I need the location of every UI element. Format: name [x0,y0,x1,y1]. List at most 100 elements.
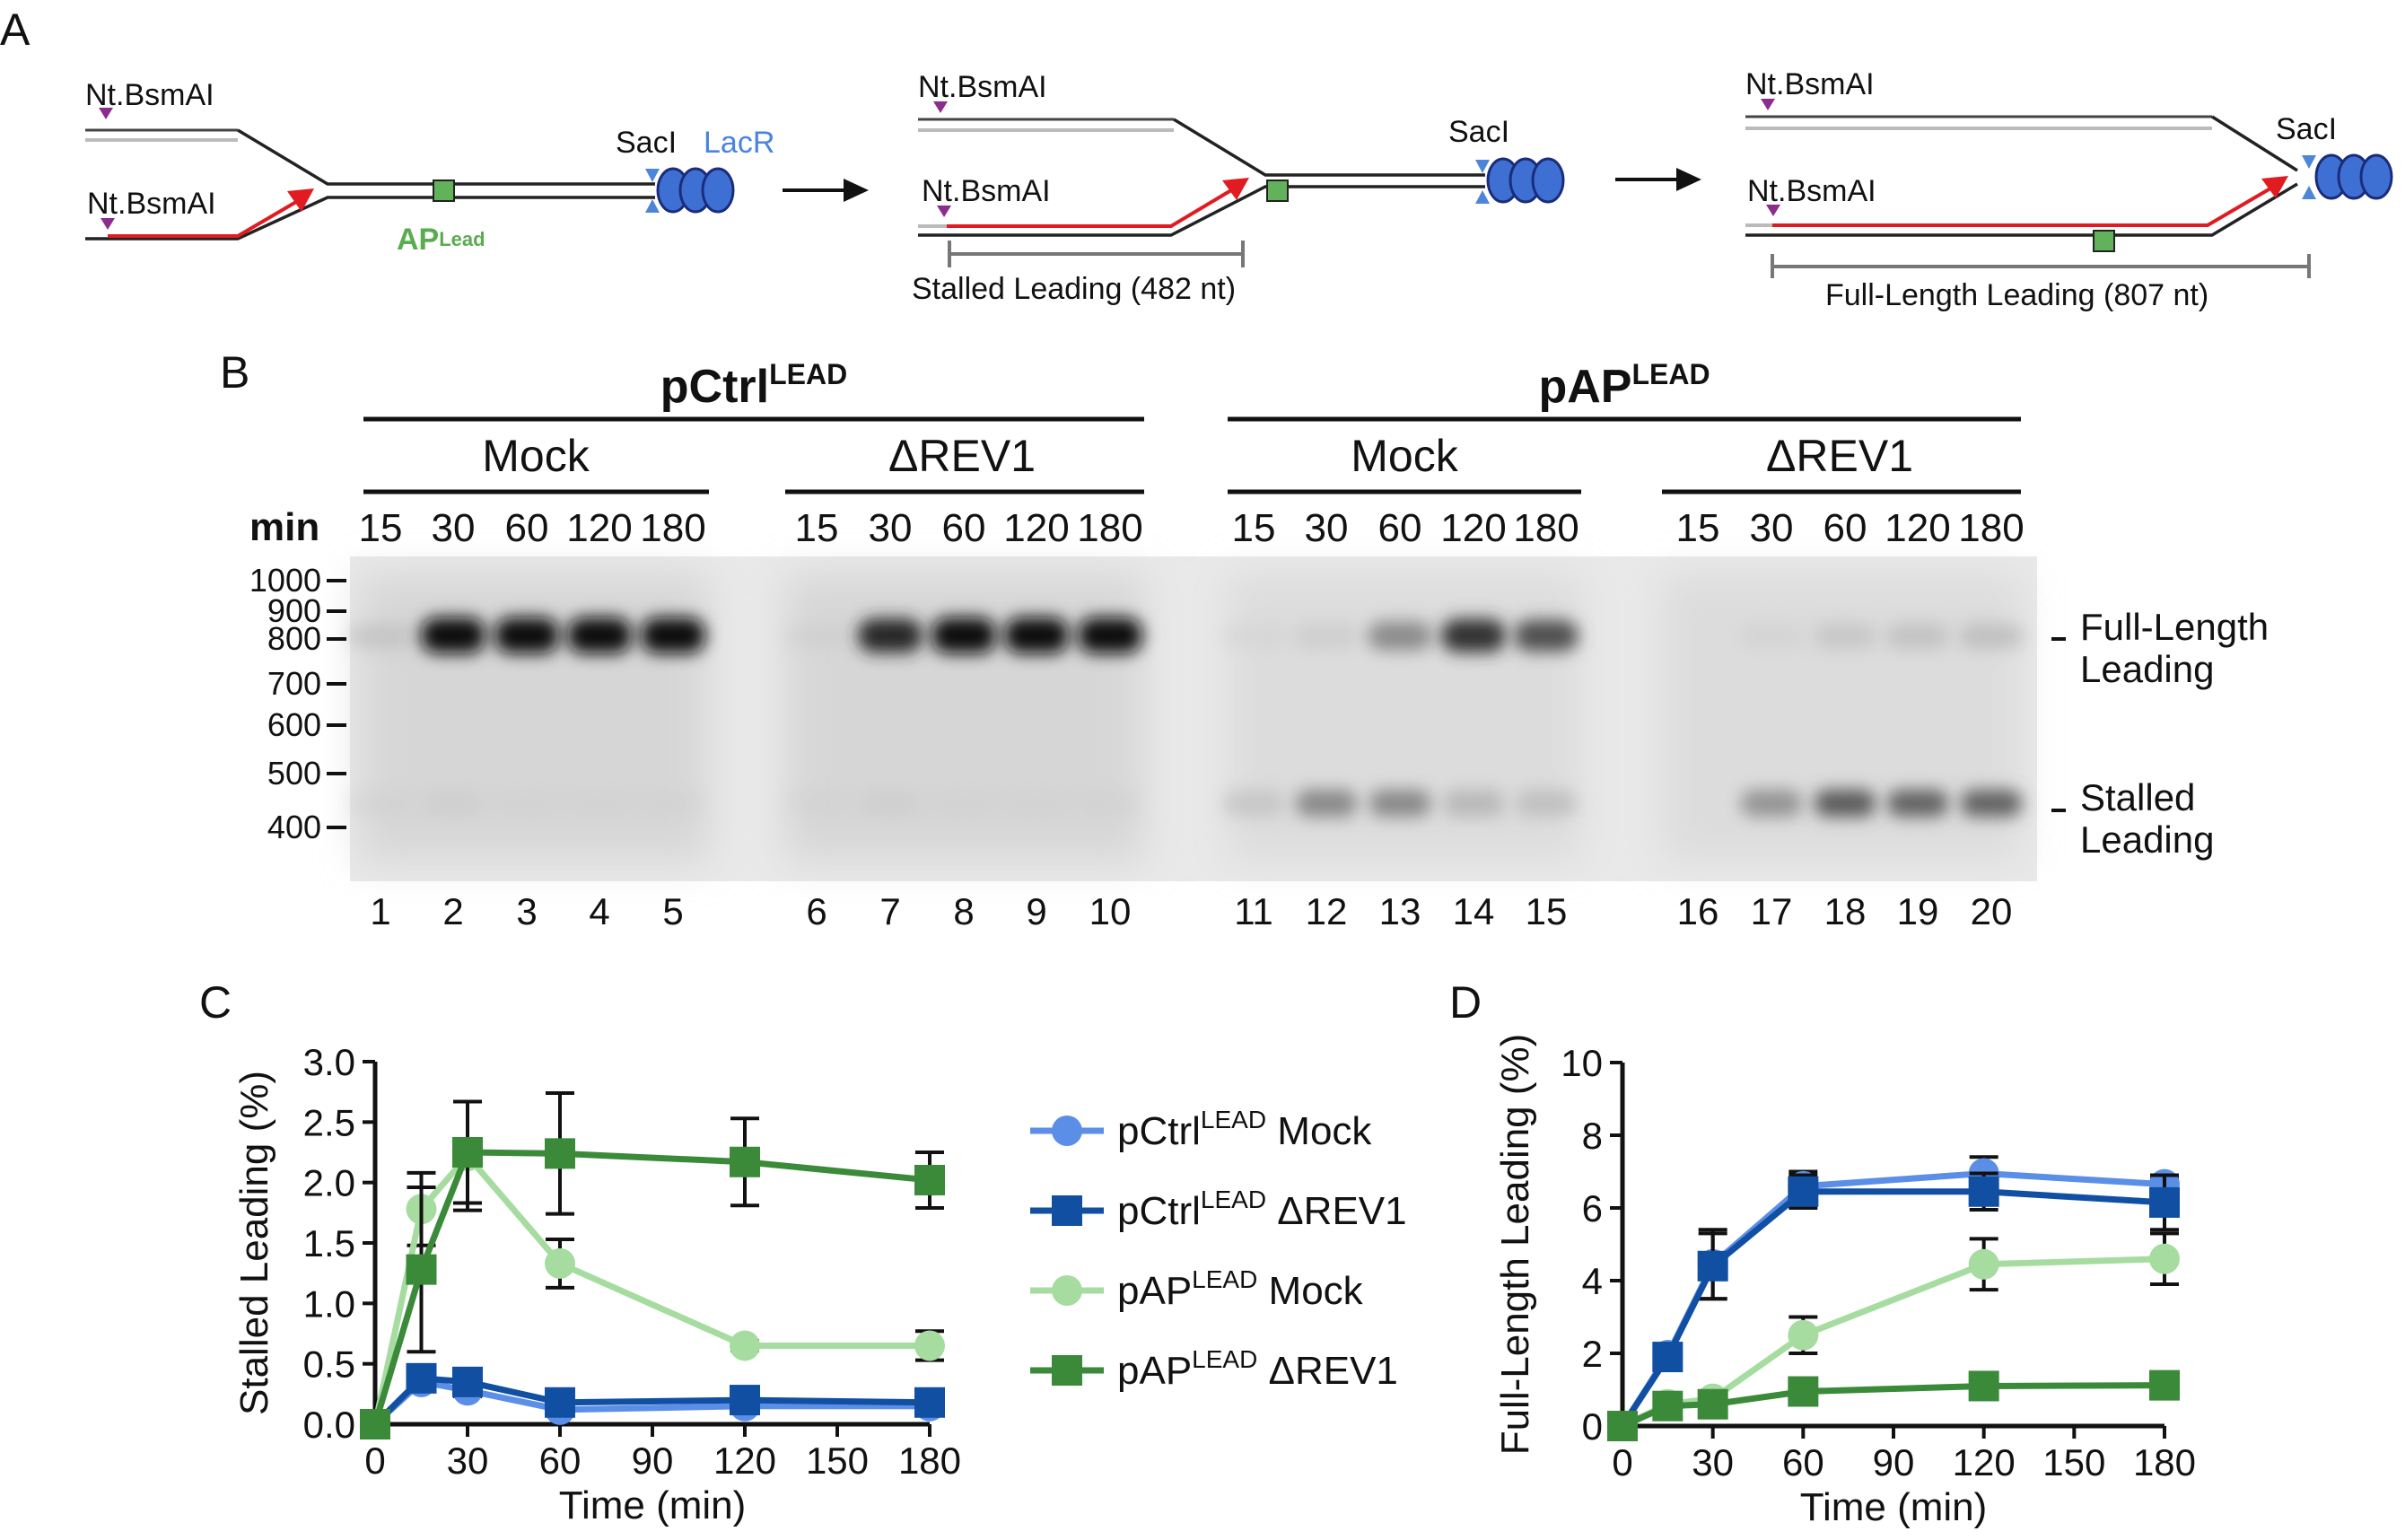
y-tick-label: 0.5 [303,1343,355,1386]
data-point [1788,1376,1819,1407]
data-point [1652,1390,1684,1422]
lane-number: 20 [1971,890,2013,932]
lane-number: 13 [1379,890,1421,932]
y-tick-label: 2.0 [303,1162,355,1204]
full-length-band [494,617,559,653]
stalled-band-label-1: Stalled [2080,776,2195,818]
data-point [1697,1388,1728,1420]
legend-label: pAPLEAD ΔREV1 [1117,1345,1398,1393]
y-tick-label: 2 [1582,1333,1603,1375]
group-label-pctrl: pCtrlLEAD [660,358,847,413]
chart-legend: pCtrlLEAD Mock pCtrlLEAD ΔREV1 pAPLEAD Moc… [1030,1106,1407,1393]
lacr-bead [2359,153,2393,200]
x-axis-label: Time (min) [1800,1485,1988,1529]
data-point [2149,1243,2180,1274]
stalled-bracket [948,241,1245,267]
stalled-band [786,790,847,817]
stalled-band [860,790,921,817]
full-length-band [1004,617,1069,653]
stalled-band [1815,790,1876,817]
full-length-band [348,623,413,649]
full-length-band [858,618,923,653]
y-tick-label: 3.0 [303,1041,355,1083]
step-arrow-2 [1615,168,1701,191]
time-label: 180 [1513,506,1579,550]
nick-marker-bottom-1 [101,218,115,230]
series-2 [1607,1231,2180,1441]
nick-label-top-2: Nt.BsmAI [918,70,1047,104]
data-point [730,1330,760,1361]
nick-marker-bottom-2 [937,206,951,217]
lane-number: 4 [589,890,609,932]
y-axis-label: Full-Length Leading (%) [1493,1034,1537,1456]
gel-smear [1228,574,1581,862]
marker-label: 900 [267,592,321,629]
x-tick-label: 180 [2133,1441,2196,1483]
series-3 [360,1091,945,1439]
full-length-band [931,617,996,653]
y-tick-label: 8 [1582,1115,1603,1157]
data-point [406,1254,437,1285]
time-label: 60 [505,506,549,550]
x-tick-label: 120 [713,1439,776,1482]
lane-number: 18 [1824,890,1867,932]
lacr-bead [701,167,735,214]
saci-label-3: SacI [2276,112,2337,146]
data-point [1652,1342,1684,1373]
y-tick-label: 4 [1582,1260,1603,1302]
data-point [1968,1176,1999,1207]
legend-label: pCtrlLEAD ΔREV1 [1117,1186,1407,1233]
legend-label: pAPLEAD Mock [1117,1265,1364,1313]
lane-number: 7 [879,890,900,932]
nick-marker-top-1 [99,108,113,119]
time-label: 60 [1378,506,1422,550]
ap-site-square-3 [2093,230,2115,252]
saci-site-2-bottom [1475,190,1490,204]
legend-marker [1052,1195,1082,1226]
condition-label-1: Mock [482,431,590,481]
full-length-label: Full-Length Leading (807 nt) [1825,278,2208,312]
time-label: 60 [942,506,986,550]
chart-full-length-leading: 0 30 60 90 120 150 180 0 2 4 6 8 10 Time (min) Full-Le… [1493,1034,2196,1529]
saci-site-2-top [1475,160,1490,173]
marker-label: 400 [267,809,321,845]
lane-number: 19 [1897,890,1939,932]
leading-arrow-3 [2261,176,2288,198]
time-label: 180 [1958,506,2024,550]
time-label: 180 [640,506,705,550]
nick-marker-bottom-3 [1766,205,1780,216]
time-label: 120 [566,506,632,550]
stalled-band-label-2: Leading [2080,818,2214,861]
stalled-band [933,790,994,817]
nick-marker-top-3 [1761,99,1775,110]
stalled-band [350,790,411,817]
lane-number: 2 [442,890,463,932]
x-tick-label: 30 [447,1439,489,1482]
data-point [1788,1319,1819,1351]
stalled-band [569,790,630,817]
gel-bands [348,617,2024,817]
full-length-band [1078,617,1142,653]
legend-marker [1052,1275,1082,1306]
lacr-label: LacR [704,126,774,160]
x-tick-label: 30 [1692,1441,1734,1483]
panel-c-letter: C [199,977,232,1028]
nick-label-bottom-1: Nt.BsmAI [87,187,216,221]
lane-number: 5 [662,890,683,932]
panel-b: B pCtrlLEAD pAPLEAD Mock ΔREV1 Mock ΔREV… [220,347,2269,932]
full-length-band [1441,618,1506,652]
full-length-band [1885,623,1950,650]
step-arrow-1 [783,179,869,202]
nick-marker-top-2 [933,101,948,113]
diagram-stalled: Nt.BsmAI Nt.BsmAI SacI Stalled Leading (… [912,70,1565,306]
full-length-band [641,617,705,653]
time-labels: 15 30 60 120 180 15 30 60 120 180 15 30 60 120 180 15 30… [359,506,2025,550]
data-point [360,1409,390,1439]
full-length-band [1294,624,1359,649]
full-length-band [1514,619,1579,652]
data-point [914,1387,945,1418]
y-tick-label: 0.0 [303,1404,355,1446]
time-label: 120 [1885,506,1950,550]
stalled-band [496,790,557,817]
